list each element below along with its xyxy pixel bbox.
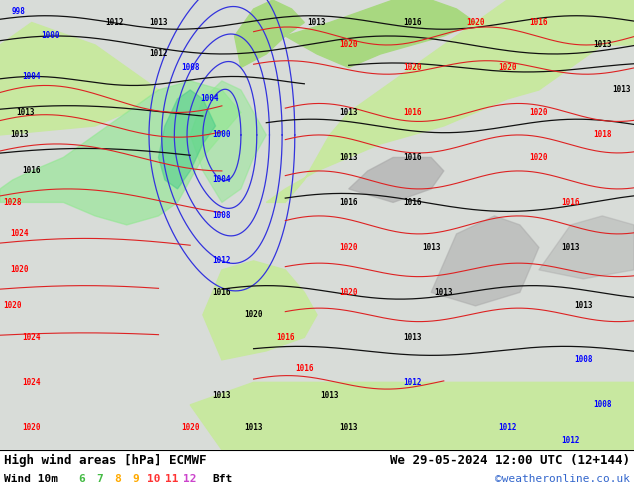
Text: 1020: 1020	[529, 108, 548, 117]
Text: 1012: 1012	[498, 423, 517, 432]
Text: 1016: 1016	[561, 198, 580, 207]
Text: 1004: 1004	[212, 175, 231, 184]
Text: 11: 11	[165, 474, 179, 484]
Polygon shape	[431, 216, 539, 306]
Text: 998: 998	[12, 7, 26, 16]
Text: 9: 9	[133, 474, 139, 484]
Text: 12: 12	[183, 474, 197, 484]
Text: 1013: 1013	[307, 18, 327, 27]
Text: 1020: 1020	[498, 63, 517, 72]
Text: 1013: 1013	[244, 423, 263, 432]
Text: 1000: 1000	[41, 31, 60, 41]
Text: 1013: 1013	[320, 392, 339, 400]
Text: 1016: 1016	[529, 18, 548, 27]
Polygon shape	[0, 23, 158, 135]
Text: 1013: 1013	[422, 243, 441, 252]
Text: 1020: 1020	[244, 310, 263, 319]
Polygon shape	[266, 0, 634, 202]
Polygon shape	[0, 0, 634, 450]
Text: 1016: 1016	[403, 108, 422, 117]
Text: 1004: 1004	[200, 95, 219, 103]
Text: 1013: 1013	[149, 18, 168, 27]
Text: 1020: 1020	[339, 243, 358, 252]
Text: 1012: 1012	[403, 378, 422, 387]
Text: 1016: 1016	[212, 288, 231, 297]
Text: 1020: 1020	[403, 63, 422, 72]
Text: 1016: 1016	[403, 18, 422, 27]
Text: 1013: 1013	[403, 333, 422, 342]
Text: 1004: 1004	[22, 72, 41, 81]
Text: 1020: 1020	[3, 301, 22, 310]
Text: 1020: 1020	[22, 423, 41, 432]
Text: ©weatheronline.co.uk: ©weatheronline.co.uk	[495, 474, 630, 484]
Text: 1013: 1013	[612, 85, 631, 95]
Polygon shape	[539, 216, 634, 279]
Text: 1013: 1013	[339, 423, 358, 432]
Text: 1013: 1013	[212, 392, 231, 400]
Text: 1008: 1008	[574, 355, 593, 365]
Text: High wind areas [hPa] ECMWF: High wind areas [hPa] ECMWF	[4, 454, 207, 467]
Text: 6: 6	[79, 474, 86, 484]
Polygon shape	[158, 90, 216, 189]
Text: 1013: 1013	[16, 108, 35, 117]
Text: 1016: 1016	[295, 365, 314, 373]
Text: 8: 8	[115, 474, 121, 484]
Polygon shape	[285, 0, 476, 68]
Text: 1016: 1016	[403, 198, 422, 207]
Text: 1016: 1016	[339, 198, 358, 207]
Text: Wind 10m: Wind 10m	[4, 474, 58, 484]
Text: 1020: 1020	[529, 153, 548, 162]
Text: 1020: 1020	[466, 18, 485, 27]
Polygon shape	[0, 81, 241, 225]
Text: 1024: 1024	[22, 378, 41, 387]
Text: 1013: 1013	[574, 301, 593, 310]
Text: 1016: 1016	[22, 167, 41, 175]
Polygon shape	[235, 0, 304, 68]
Text: 1013: 1013	[561, 243, 580, 252]
Text: 1008: 1008	[181, 63, 200, 72]
Text: 1016: 1016	[276, 333, 295, 342]
Text: 1018: 1018	[593, 130, 612, 140]
Text: 1013: 1013	[10, 130, 29, 140]
Text: 1028: 1028	[3, 198, 22, 207]
Text: 7: 7	[96, 474, 103, 484]
Text: 1024: 1024	[22, 333, 41, 342]
Text: 1012: 1012	[149, 49, 168, 58]
Text: 1008: 1008	[593, 400, 612, 409]
Text: 1013: 1013	[339, 108, 358, 117]
Text: 1020: 1020	[181, 423, 200, 432]
Text: 1016: 1016	[403, 153, 422, 162]
Polygon shape	[203, 261, 317, 360]
Text: 1020: 1020	[10, 266, 29, 274]
Text: 1020: 1020	[339, 288, 358, 297]
Polygon shape	[190, 382, 634, 450]
Text: 1013: 1013	[434, 288, 453, 297]
Polygon shape	[190, 81, 266, 202]
Text: 1012: 1012	[212, 256, 231, 266]
Text: 1000: 1000	[212, 130, 231, 140]
Text: Bft: Bft	[212, 474, 232, 484]
Text: 1020: 1020	[339, 41, 358, 49]
Text: 1013: 1013	[339, 153, 358, 162]
Text: 1012: 1012	[561, 436, 580, 445]
Text: 10: 10	[147, 474, 161, 484]
Text: 1008: 1008	[212, 211, 231, 220]
Polygon shape	[349, 157, 444, 202]
Text: 1024: 1024	[10, 229, 29, 239]
Text: 1013: 1013	[593, 41, 612, 49]
Text: 1012: 1012	[105, 18, 124, 27]
Text: We 29-05-2024 12:00 UTC (12+144): We 29-05-2024 12:00 UTC (12+144)	[390, 454, 630, 467]
